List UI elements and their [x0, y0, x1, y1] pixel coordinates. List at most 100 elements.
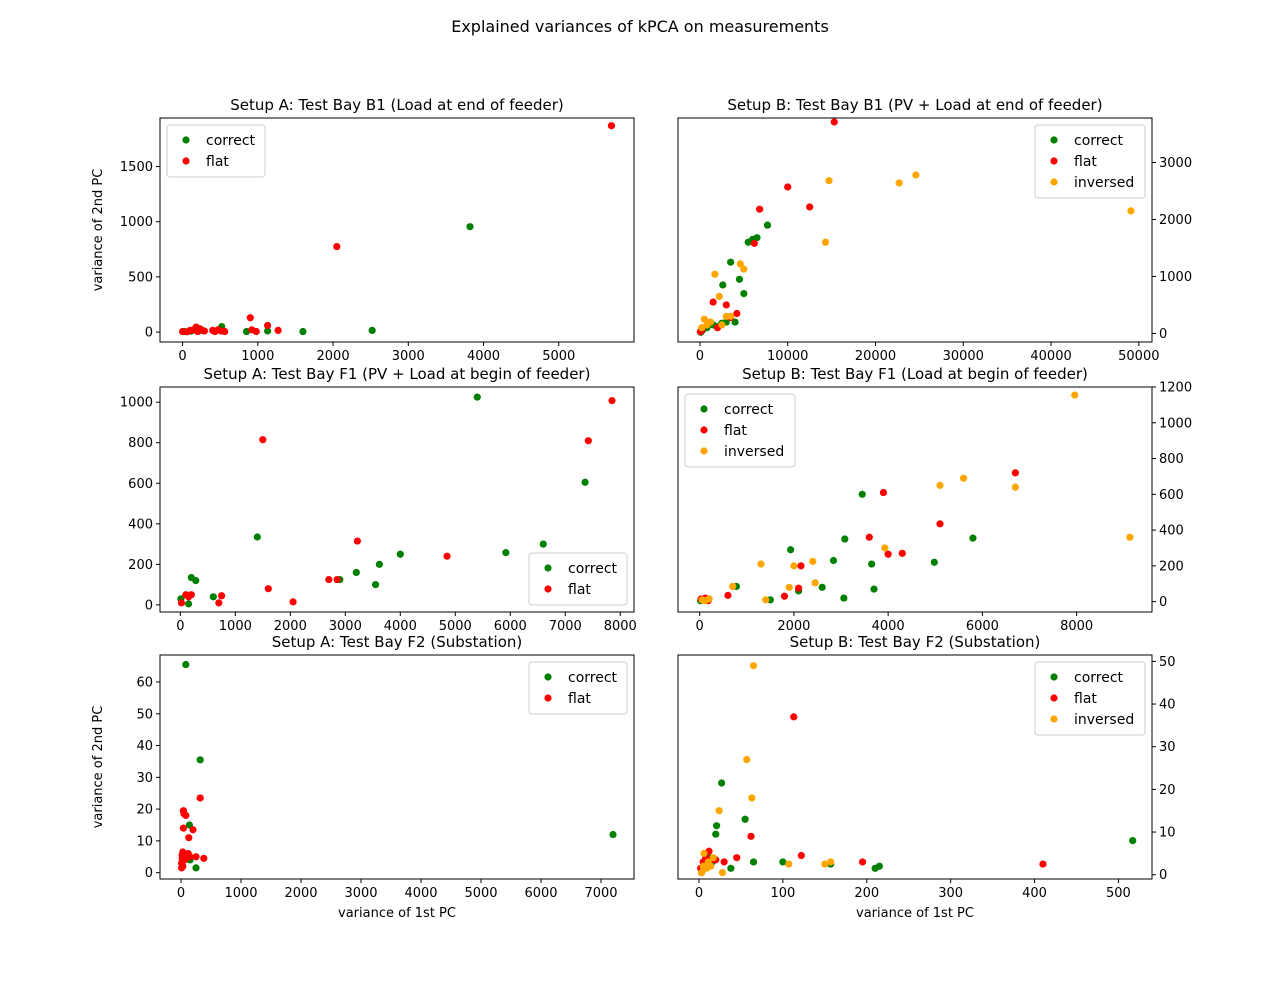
point-inversed-12 — [785, 860, 793, 868]
point-correct-8 — [368, 326, 376, 335]
point-inversed-12 — [959, 474, 968, 482]
point-inversed-3 — [706, 318, 715, 326]
point-flat-12 — [858, 858, 867, 866]
point-flat-6 — [795, 584, 803, 592]
point-correct-3 — [192, 864, 200, 872]
point-inversed-10 — [740, 265, 748, 273]
point-inversed-5 — [715, 292, 723, 300]
point-inversed-12 — [825, 177, 833, 185]
legend-box — [1034, 124, 1146, 199]
point-inversed-5 — [762, 596, 770, 604]
y-tick-label: 2000 — [1159, 213, 1192, 228]
point-flat-16 — [192, 853, 200, 861]
legend-label-flat: flat — [206, 154, 229, 170]
point-correct-6 — [787, 546, 795, 554]
legend-marker-correct — [544, 564, 552, 572]
point-correct-13 — [875, 862, 883, 870]
y-tick-label: 800 — [128, 436, 153, 451]
point-flat-7 — [264, 585, 272, 593]
point-inversed-4 — [711, 270, 719, 278]
point-flat-3 — [187, 591, 195, 599]
point-inversed-6 — [785, 583, 793, 591]
axes-frame — [677, 654, 1153, 880]
legend-label-flat: flat — [568, 582, 591, 598]
point-flat-10 — [884, 550, 892, 558]
legend-marker-inversed — [1050, 715, 1058, 723]
point-correct-4 — [209, 593, 217, 601]
point-flat-19 — [607, 122, 616, 130]
y-tick-label: 10 — [1159, 826, 1176, 841]
point-flat-17 — [274, 326, 282, 335]
point-inversed-7 — [790, 562, 798, 570]
point-flat-7 — [733, 309, 741, 318]
point-flat-12 — [936, 520, 944, 528]
legend-label-inversed: inversed — [724, 444, 784, 460]
point-flat-4 — [215, 599, 223, 607]
point-inversed-13 — [821, 860, 829, 868]
point-inversed-2 — [700, 849, 708, 858]
y-tick-label: 10 — [136, 834, 153, 849]
y-tick-label: 200 — [128, 558, 153, 573]
point-flat-12 — [443, 552, 451, 560]
point-correct-15 — [763, 221, 772, 229]
point-correct-5 — [609, 830, 617, 839]
subplot-3: 0 1000 2000 3000 4000 5000 6000 7000 8000 0 200 400… — [120, 365, 637, 634]
x-tick-label: 0 — [696, 619, 704, 634]
axes-frame — [677, 386, 1153, 613]
x-tick-label: 2000 — [317, 349, 350, 364]
point-flat-9 — [747, 832, 755, 840]
legend-label-correct: correct — [1074, 133, 1124, 149]
y-tick-label: 50 — [136, 707, 153, 722]
axes-frame — [159, 654, 635, 880]
y-tick-label: 1000 — [1159, 416, 1192, 431]
x-tick-label: 4000 — [872, 619, 905, 634]
subplot-title: Setup B: Test Bay F1 (Load at begin of f… — [742, 365, 1088, 383]
point-correct-10 — [779, 858, 787, 866]
y-tick-label: 1500 — [120, 160, 153, 175]
legend-marker-flat — [1050, 157, 1058, 165]
x-tick-label: 6000 — [494, 619, 527, 634]
legend: correct flat inversed — [1034, 124, 1146, 199]
point-correct-11 — [473, 393, 481, 401]
legend-marker-correct — [544, 673, 552, 681]
legend: correct flat inversed — [1034, 661, 1146, 736]
point-flat-17 — [196, 794, 204, 802]
point-flat-3 — [709, 298, 717, 306]
point-correct-14 — [753, 234, 761, 242]
subplot-4: 0 2000 4000 6000 8000 0 200 400 600 800 1000 1200 Se… — [677, 365, 1192, 634]
point-correct-10 — [396, 550, 404, 558]
point-flat-0 — [177, 599, 186, 607]
x-tick-label: 6000 — [524, 886, 557, 901]
point-flat-8 — [733, 854, 741, 862]
y-tick-label: 0 — [145, 598, 153, 613]
y-tick-label: 0 — [1159, 327, 1167, 342]
point-flat-10 — [784, 183, 792, 191]
point-correct-9 — [829, 556, 838, 565]
legend-label-flat: flat — [1074, 154, 1097, 170]
point-flat-7 — [720, 858, 728, 866]
point-inversed-5 — [707, 862, 715, 870]
point-correct-13 — [539, 540, 547, 548]
x-tick-label: 500 — [1106, 886, 1131, 901]
legend-marker-correct — [182, 136, 190, 144]
x-tick-label: 8000 — [1060, 619, 1093, 634]
point-inversed-9 — [736, 260, 744, 268]
point-correct-8 — [727, 258, 735, 266]
series-inversed — [697, 662, 835, 877]
series-flat — [696, 118, 838, 336]
series-correct — [182, 660, 617, 872]
point-correct-8 — [371, 581, 380, 589]
legend-marker-inversed — [1050, 178, 1058, 186]
point-flat-7 — [797, 562, 805, 570]
legend-marker-flat — [1050, 694, 1058, 702]
point-inversed-1 — [700, 315, 708, 323]
point-flat-15 — [252, 327, 260, 336]
point-inversed-10 — [881, 544, 889, 552]
subplot-title: Setup B: Test Bay F2 (Substation) — [790, 633, 1041, 651]
legend-label-inversed: inversed — [1074, 712, 1134, 728]
y-tick-label: 1000 — [120, 396, 153, 411]
point-inversed-6 — [709, 854, 717, 862]
point-correct-9 — [731, 318, 739, 326]
point-flat-9 — [325, 575, 333, 584]
